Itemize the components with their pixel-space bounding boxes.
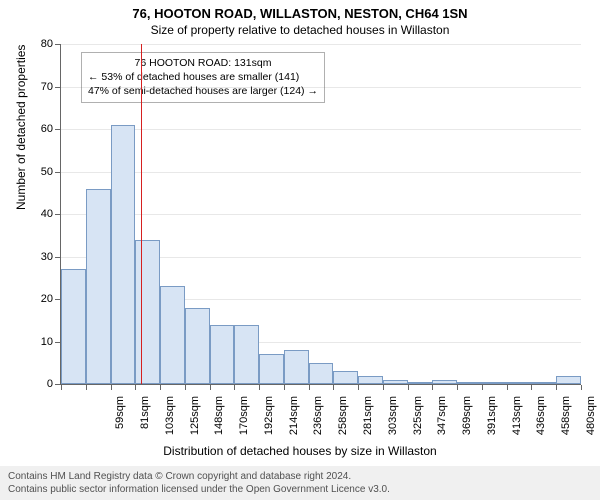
x-tick-label: 59sqm <box>114 396 126 446</box>
x-tick <box>556 385 557 390</box>
histogram-bar <box>284 350 309 384</box>
y-tick-label: 40 <box>41 208 53 220</box>
x-axis-title: Distribution of detached houses by size … <box>0 444 600 458</box>
x-tick <box>408 385 409 390</box>
histogram-bar <box>234 325 259 385</box>
y-tick-label: 50 <box>41 166 53 178</box>
x-tick <box>210 385 211 390</box>
footer-line-2: Contains public sector information licen… <box>8 483 592 496</box>
histogram-bar <box>432 380 457 384</box>
x-tick-label: 192sqm <box>263 396 275 446</box>
x-tick <box>581 385 582 390</box>
x-tick-label: 391sqm <box>486 396 498 446</box>
title-sub: Size of property relative to detached ho… <box>0 21 600 37</box>
histogram-bar <box>309 363 334 384</box>
histogram-bar <box>160 286 185 384</box>
x-tick-label: 214sqm <box>288 396 300 446</box>
footer-line-1: Contains HM Land Registry data © Crown c… <box>8 470 592 483</box>
y-tick-label: 80 <box>41 38 53 50</box>
y-tick <box>55 129 60 130</box>
x-tick-label: 148sqm <box>213 396 225 446</box>
gridline <box>61 172 581 173</box>
annotation-box: 76 HOOTON ROAD: 131sqm ← 53% of detached… <box>81 52 325 103</box>
x-tick <box>383 385 384 390</box>
histogram-bar <box>531 382 556 384</box>
property-marker-line <box>141 44 142 384</box>
x-tick <box>284 385 285 390</box>
y-tick-label: 0 <box>47 378 53 390</box>
histogram-bar <box>482 382 507 384</box>
x-tick-label: 236sqm <box>312 396 324 446</box>
x-tick <box>333 385 334 390</box>
chart-container: 76, HOOTON ROAD, WILLASTON, NESTON, CH64… <box>0 0 600 500</box>
gridline <box>61 44 581 45</box>
x-tick <box>135 385 136 390</box>
x-tick-label: 325sqm <box>412 396 424 446</box>
histogram-bar <box>61 269 86 384</box>
gridline <box>61 129 581 130</box>
x-tick-label: 81sqm <box>139 396 151 446</box>
histogram-bar <box>408 382 433 384</box>
title-main: 76, HOOTON ROAD, WILLASTON, NESTON, CH64… <box>0 0 600 21</box>
x-tick <box>234 385 235 390</box>
x-tick <box>432 385 433 390</box>
x-tick <box>358 385 359 390</box>
histogram-bar <box>507 382 532 384</box>
y-tick <box>55 44 60 45</box>
x-tick <box>259 385 260 390</box>
annotation-line-1: 76 HOOTON ROAD: 131sqm <box>88 56 318 70</box>
y-tick <box>55 342 60 343</box>
histogram-bar <box>135 240 160 385</box>
x-tick <box>111 385 112 390</box>
y-tick <box>55 172 60 173</box>
x-tick <box>185 385 186 390</box>
y-tick <box>55 257 60 258</box>
chart-plot-area: 76 HOOTON ROAD: 131sqm ← 53% of detached… <box>60 44 581 385</box>
histogram-bar <box>333 371 358 384</box>
histogram-bar <box>111 125 136 384</box>
histogram-bar <box>259 354 284 384</box>
x-tick <box>61 385 62 390</box>
x-tick-label: 480sqm <box>585 396 597 446</box>
annotation-line-2: ← 53% of detached houses are smaller (14… <box>88 70 318 84</box>
x-tick-label: 258sqm <box>337 396 349 446</box>
x-tick-label: 125sqm <box>189 396 201 446</box>
footer: Contains HM Land Registry data © Crown c… <box>0 466 600 500</box>
x-tick <box>309 385 310 390</box>
histogram-bar <box>185 308 210 385</box>
x-tick <box>507 385 508 390</box>
histogram-bar <box>383 380 408 384</box>
histogram-bar <box>210 325 235 385</box>
y-tick <box>55 384 60 385</box>
x-tick-label: 458sqm <box>560 396 572 446</box>
y-tick-label: 30 <box>41 251 53 263</box>
x-tick-label: 347sqm <box>436 396 448 446</box>
x-tick-label: 303sqm <box>387 396 399 446</box>
x-tick-label: 436sqm <box>535 396 547 446</box>
histogram-bar <box>86 189 111 385</box>
y-tick-label: 70 <box>41 81 53 93</box>
x-tick <box>531 385 532 390</box>
x-tick-label: 369sqm <box>461 396 473 446</box>
y-tick <box>55 214 60 215</box>
x-tick <box>457 385 458 390</box>
y-tick-label: 20 <box>41 293 53 305</box>
y-tick-label: 60 <box>41 123 53 135</box>
x-tick-label: 170sqm <box>238 396 250 446</box>
x-tick-label: 103sqm <box>164 396 176 446</box>
y-tick <box>55 87 60 88</box>
x-tick <box>160 385 161 390</box>
histogram-bar <box>358 376 383 385</box>
histogram-bar <box>457 382 482 384</box>
y-axis-title: Number of detached properties <box>14 45 28 210</box>
gridline <box>61 87 581 88</box>
histogram-bar <box>556 376 581 385</box>
x-tick-label: 413sqm <box>511 396 523 446</box>
gridline <box>61 214 581 215</box>
x-tick <box>86 385 87 390</box>
x-tick <box>482 385 483 390</box>
y-tick <box>55 299 60 300</box>
x-tick-label: 281sqm <box>362 396 374 446</box>
y-tick-label: 10 <box>41 336 53 348</box>
